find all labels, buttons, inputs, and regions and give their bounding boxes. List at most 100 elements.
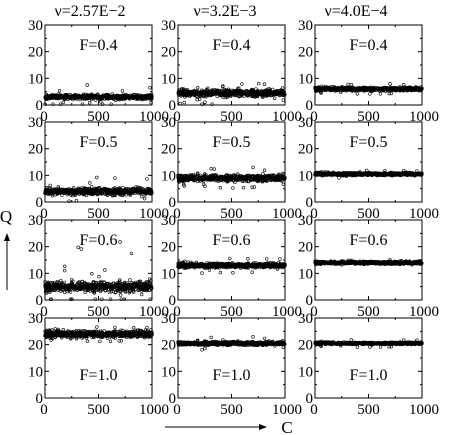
data-point [251,165,255,170]
data-point [146,189,151,193]
data-point [91,192,96,196]
data-point [418,86,422,91]
data-point [107,188,112,192]
data-points [176,165,287,190]
data-point [102,187,107,191]
x-tick-label: 1000 [272,206,302,222]
data-point [239,90,244,95]
y-tick-label: 20 [161,45,176,61]
data-point [96,191,101,196]
y-tick-label: 20 [161,240,176,256]
data-point [196,85,200,90]
data-point [262,168,267,172]
y-tick-label: 30 [161,115,176,131]
data-point [382,86,387,90]
data-point [141,190,145,194]
data-point [43,189,48,194]
x-tick-label: 1000 [272,109,302,125]
data-point [97,94,102,99]
data-point [283,92,287,96]
data-point [91,95,95,99]
data-point [266,88,271,92]
data-point [119,192,123,197]
data-points [313,168,424,180]
data-point [140,194,144,199]
data-point [111,188,116,193]
data-point [57,89,62,93]
data-point [315,88,319,93]
data-point [132,188,137,193]
data-points [43,83,154,106]
data-point [192,93,196,97]
data-point [51,95,55,99]
data-point [142,196,147,201]
data-point [64,96,68,100]
x-tick-label: 0 [310,109,318,125]
data-point [261,91,265,96]
data-point [328,88,332,92]
data-point [100,102,105,106]
x-axis-arrowhead [259,424,267,430]
data-point [209,167,213,171]
data-point [317,85,321,89]
data-point [210,92,214,97]
y-tick-label: 30 [298,18,313,34]
data-point [82,186,87,191]
y-axis-label: Q [0,207,12,226]
data-point [84,187,89,192]
data-point [199,92,204,96]
data-point [203,100,207,104]
data-point [370,88,374,93]
data-point [265,91,269,95]
data-point [137,186,142,190]
column-title-2: ν=3.2E−3 [193,3,256,20]
data-points [176,256,287,275]
data-point [58,102,63,106]
data-point [67,199,71,203]
data-point [256,90,260,94]
data-point [62,189,66,194]
data-point [43,95,48,99]
x-tick-label: 1000 [139,109,169,125]
data-point [121,188,125,193]
y-tick-label: 0 [306,98,314,114]
data-point [223,87,227,92]
data-point [257,81,261,86]
y-tick-label: 10 [28,266,43,282]
data-point [96,188,101,192]
data-point [109,190,114,194]
data-point [79,94,84,99]
data-point [313,86,317,90]
data-points [43,240,154,301]
data-point [262,82,267,86]
data-point [73,94,77,99]
data-point [95,175,99,180]
x-tick-label: 0 [173,109,181,125]
data-point [323,87,327,92]
data-point [87,100,92,105]
y-tick-label: 10 [28,168,43,184]
data-point [97,189,101,194]
data-point [342,85,346,90]
data-point [218,270,223,275]
data-point [80,188,85,192]
data-point [240,82,244,86]
data-point [206,92,211,97]
y-tick-label: 10 [161,266,176,282]
data-point [267,86,271,91]
data-point [115,95,119,100]
data-point [223,92,228,96]
data-point [224,94,229,98]
data-point [47,191,52,196]
data-point [379,87,383,92]
x-axis-label: C [281,418,292,435]
data-point [52,189,56,194]
data-point [230,93,234,97]
panel-f-label: F=0.4 [213,37,251,54]
data-point [125,95,130,99]
